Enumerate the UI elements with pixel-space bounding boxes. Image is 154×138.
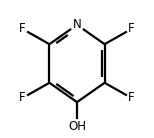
Text: F: F [19, 91, 26, 104]
Text: N: N [73, 18, 81, 31]
Text: F: F [128, 22, 135, 35]
Text: F: F [128, 91, 135, 104]
Text: F: F [19, 22, 26, 35]
Text: OH: OH [68, 120, 86, 133]
